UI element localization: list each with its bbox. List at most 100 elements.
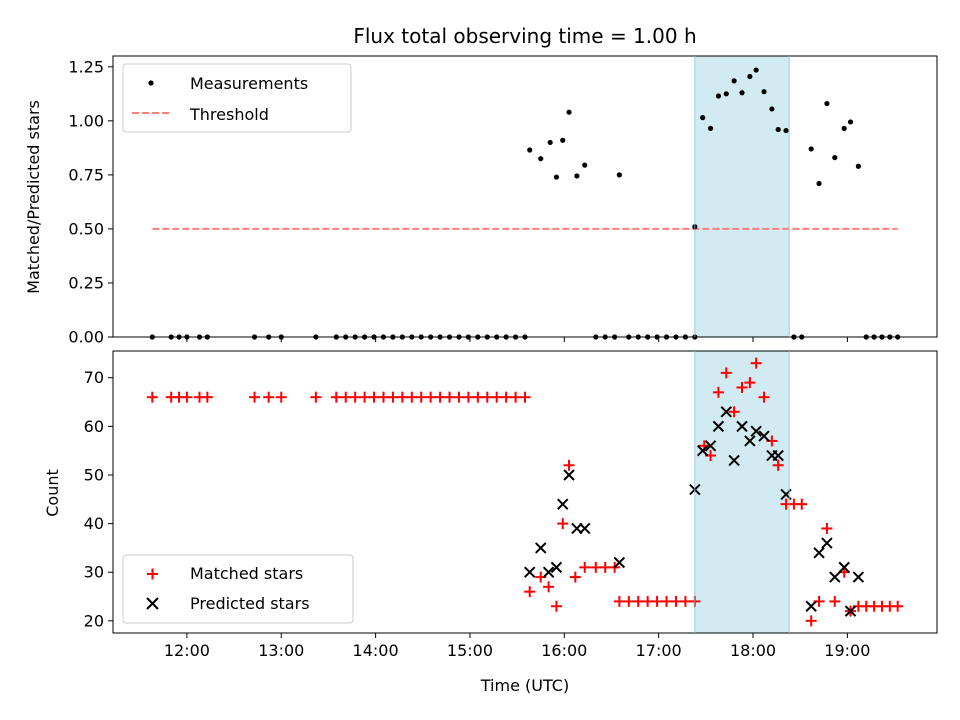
matched-stars-point xyxy=(557,518,569,530)
y-tick-label: 0.75 xyxy=(68,165,104,184)
matched-stars-point xyxy=(550,600,562,612)
matched-stars-point xyxy=(201,391,213,403)
matched-stars-point xyxy=(519,391,531,403)
measurement-point xyxy=(616,172,622,178)
y-tick-label: 0.25 xyxy=(68,273,104,292)
predicted-stars-point xyxy=(613,556,626,569)
matched-stars-point xyxy=(821,522,833,534)
measurement-point xyxy=(816,180,822,187)
matched-stars-point xyxy=(387,391,399,403)
matched-stars-point xyxy=(349,391,361,403)
matched-stars-point xyxy=(892,600,904,612)
x-tick-label: 18:00 xyxy=(730,641,776,660)
predicted-stars-point xyxy=(712,420,725,433)
measurement-point xyxy=(855,163,861,169)
matched-stars-point xyxy=(444,391,456,403)
matched-stars-point xyxy=(377,391,389,403)
legend-measurements-label: Measurements xyxy=(190,74,308,93)
legend-frame xyxy=(122,554,354,624)
legend-predicted-label: Predicted stars xyxy=(190,594,310,613)
matched-stars-point xyxy=(651,595,663,607)
legend-matched-marker xyxy=(147,568,158,580)
figure-title: Flux total observing time = 1.00 h xyxy=(353,24,696,48)
matched-stars-point xyxy=(181,391,193,403)
top-panel-highlight-band xyxy=(694,56,790,337)
x-axis-label: Time (UTC) xyxy=(480,676,569,695)
x-tick-label: 19:00 xyxy=(824,641,870,660)
predicted-stars-point xyxy=(852,571,865,583)
matched-stars-point xyxy=(679,595,691,607)
measurement-point xyxy=(775,126,781,133)
x-tick-label: 14:00 xyxy=(353,641,399,660)
y-tick-label: 1.00 xyxy=(68,111,104,130)
matched-stars-point xyxy=(744,377,756,389)
measurement-point xyxy=(739,90,745,96)
measurement-point xyxy=(574,173,580,179)
measurement-point xyxy=(769,106,775,112)
predicted-stars-point xyxy=(524,566,536,578)
top-panel-x-ticks xyxy=(186,337,848,342)
matched-stars-point xyxy=(368,391,380,403)
measurement-point xyxy=(847,119,854,125)
bottom-panel-y-label: Count xyxy=(43,469,62,517)
top-panel-y-axis: 0.00 0.25 0.50 0.75 1.00 1.25 xyxy=(68,57,113,347)
bottom-panel-y-axis: 20 30 40 50 60 70 xyxy=(84,368,113,630)
matched-stars-point xyxy=(263,391,275,403)
matched-stars-point xyxy=(599,561,611,573)
predicted-stars-point xyxy=(758,430,770,442)
measurement-point xyxy=(731,78,737,84)
matched-stars-point xyxy=(434,391,446,403)
y-tick-label: 40 xyxy=(84,514,104,533)
matched-stars-point xyxy=(661,595,673,607)
matched-stars-point xyxy=(796,498,808,510)
predicted-stars-point xyxy=(805,600,817,612)
legend-predicted-marker xyxy=(146,597,159,610)
bottom-panel-marks xyxy=(146,357,904,627)
measurement-point xyxy=(824,100,830,107)
top-panel-frame xyxy=(112,55,938,338)
y-tick-label: 50 xyxy=(84,465,104,484)
measurement-point xyxy=(715,93,722,99)
predicted-stars-point xyxy=(557,498,569,510)
matched-stars-point xyxy=(623,595,635,607)
measurement-point xyxy=(783,127,789,134)
measurement-point xyxy=(808,146,814,152)
bottom-panel: 20 30 40 50 60 70 12:00 13:00 14:00 15:00 16:00 17… xyxy=(43,350,938,695)
predicted-stars-point xyxy=(550,561,563,574)
matched-stars-point xyxy=(415,391,427,403)
matched-stars-point xyxy=(569,571,581,583)
matched-stars-point xyxy=(146,391,158,403)
predicted-stars-point xyxy=(813,547,825,559)
matched-stars-point xyxy=(359,391,371,403)
bottom-panel-legend: Matched stars Predicted stars xyxy=(122,554,354,624)
y-tick-label: 0.00 xyxy=(68,328,104,347)
measurement-point xyxy=(761,89,767,95)
matched-stars-point xyxy=(310,391,322,403)
matched-stars-point xyxy=(406,391,418,403)
measurement-point xyxy=(747,73,753,80)
legend-measurement-marker xyxy=(148,80,154,86)
measurement-point xyxy=(582,162,588,168)
matched-stars-point xyxy=(720,367,732,379)
matched-stars-point xyxy=(758,391,770,403)
measurement-point xyxy=(538,156,544,162)
predicted-stars-point xyxy=(744,435,756,447)
matched-stars-point xyxy=(396,391,408,403)
predicted-stars-point xyxy=(704,440,717,452)
y-tick-label: 0.50 xyxy=(68,219,104,238)
measurement-point xyxy=(547,139,553,146)
predicted-stars-point xyxy=(579,522,591,535)
predicted-stars-point xyxy=(736,420,748,433)
bottom-panel-highlight-band xyxy=(694,351,790,633)
measurement-point xyxy=(527,147,533,153)
y-tick-label: 20 xyxy=(84,611,104,630)
matched-stars-point xyxy=(632,595,644,607)
matched-stars-point xyxy=(579,561,591,573)
predicted-stars-point xyxy=(728,454,740,467)
matched-stars-point xyxy=(772,459,784,471)
predicted-stars-point xyxy=(838,561,850,574)
top-panel-legend: Measurements Threshold xyxy=(122,63,352,133)
predicted-stars-point xyxy=(563,469,575,481)
predicted-stars-point xyxy=(696,444,709,457)
matched-stars-point xyxy=(613,595,625,607)
